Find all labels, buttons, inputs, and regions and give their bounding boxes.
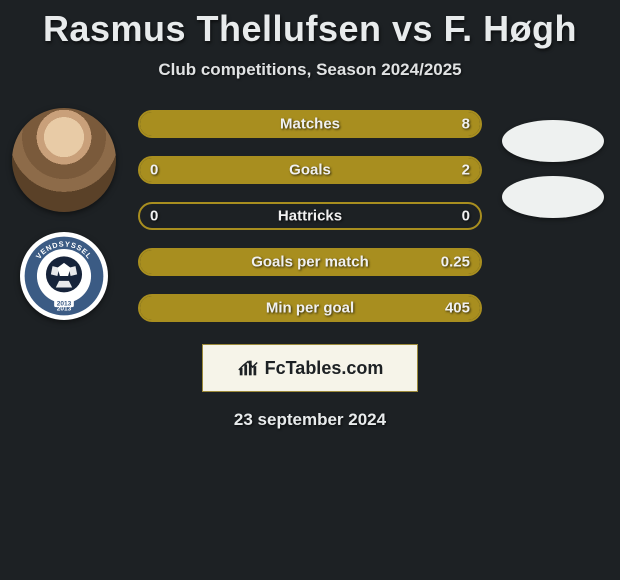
- stat-bar: Goals per match 0.25: [138, 248, 482, 276]
- stat-bar: Min per goal 405: [138, 294, 482, 322]
- date-label: 23 september 2024: [0, 410, 620, 430]
- club-badge-right-placeholder: [502, 176, 604, 218]
- brand-label: FcTables.com: [265, 358, 384, 379]
- stat-bar: Matches 8: [138, 110, 482, 138]
- stat-bar: 0 Goals 2: [138, 156, 482, 184]
- club-badge-left: VENDSYSSEL 2013 2013: [20, 232, 108, 320]
- stat-bars: Matches 8 0 Goals 2 0 Hattricks 0 Goals …: [138, 110, 482, 322]
- left-player-column: VENDSYSSEL 2013 2013: [8, 108, 120, 320]
- stat-bar: 0 Hattricks 0: [138, 202, 482, 230]
- right-player-column: [498, 120, 608, 218]
- stat-value-left: 0: [150, 208, 158, 225]
- stat-value-right: 2: [462, 162, 470, 179]
- stat-label: Hattricks: [278, 208, 342, 225]
- stat-value-right: 8: [462, 116, 470, 133]
- svg-text:2013: 2013: [57, 301, 72, 308]
- stat-value-right: 0.25: [441, 254, 470, 271]
- stat-value-left: 0: [150, 162, 158, 179]
- brand-card[interactable]: FcTables.com: [202, 344, 418, 392]
- page-title: Rasmus Thellufsen vs F. Høgh: [0, 0, 620, 50]
- player-photo-right-placeholder: [502, 120, 604, 162]
- page-subtitle: Club competitions, Season 2024/2025: [0, 60, 620, 80]
- stat-label: Goals per match: [251, 254, 369, 271]
- bar-chart-icon: [237, 357, 259, 379]
- stat-label: Min per goal: [266, 300, 354, 317]
- stat-label: Matches: [280, 116, 340, 133]
- player-photo-left: [12, 108, 116, 212]
- stat-value-right: 0: [462, 208, 470, 225]
- comparison-content: VENDSYSSEL 2013 2013 Matches 8 0 Goals 2: [0, 110, 620, 430]
- stat-label: Goals: [289, 162, 331, 179]
- stat-value-right: 405: [445, 300, 470, 317]
